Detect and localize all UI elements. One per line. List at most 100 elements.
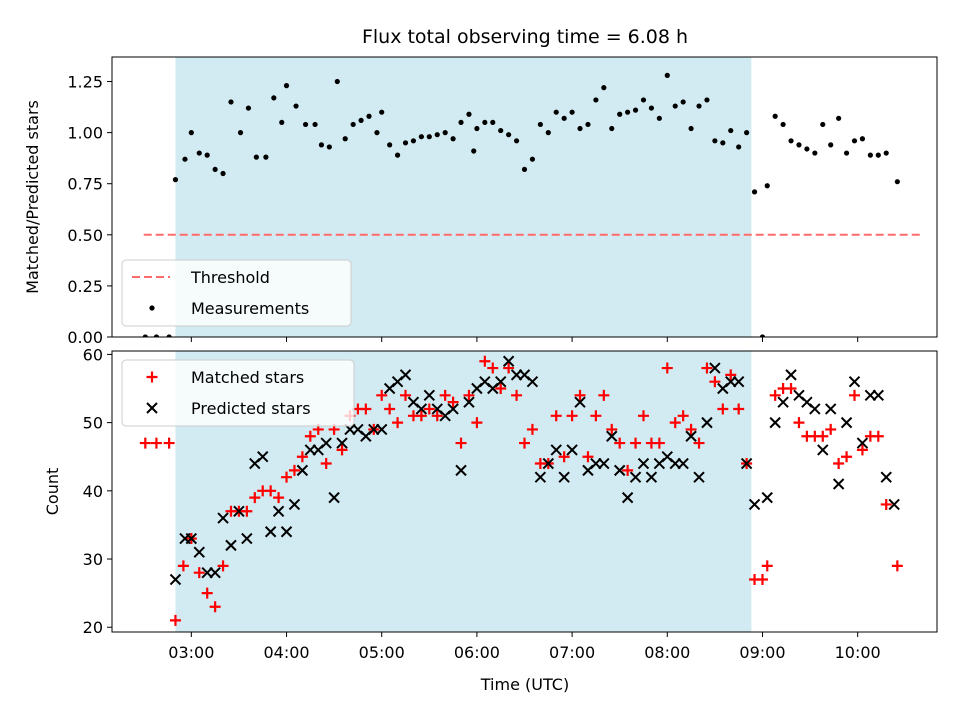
data-point — [253, 154, 259, 160]
data-point — [458, 119, 464, 126]
data-point — [358, 117, 364, 123]
data-point — [366, 113, 372, 119]
data-point — [169, 573, 182, 586]
data-point — [677, 457, 689, 470]
data-point — [271, 95, 277, 101]
data-point — [629, 471, 642, 483]
data-point — [769, 389, 781, 401]
data-point — [495, 383, 507, 395]
data-point — [733, 403, 745, 415]
data-point — [342, 136, 348, 142]
data-point — [748, 498, 761, 511]
x-tick-label: 08:00 — [644, 643, 690, 662]
data-point — [804, 146, 810, 152]
data-point — [598, 389, 610, 401]
data-point — [740, 457, 753, 470]
data-point — [293, 103, 299, 109]
data-point — [447, 396, 459, 408]
legend-label: Measurements — [191, 299, 309, 318]
data-point — [859, 136, 866, 142]
data-point — [328, 491, 340, 504]
data-point — [645, 471, 658, 483]
data-point — [732, 375, 745, 388]
data-point — [888, 498, 900, 511]
data-point — [736, 144, 742, 150]
data-point — [241, 532, 253, 545]
data-point — [336, 444, 348, 456]
data-point — [685, 423, 697, 435]
data-point — [296, 464, 309, 477]
x-tick-label: 03:00 — [168, 643, 214, 662]
y-tick-label: 1.25 — [67, 73, 103, 92]
data-point — [833, 458, 845, 470]
legend-box — [121, 359, 355, 427]
data-point — [312, 121, 318, 128]
data-point — [209, 601, 221, 613]
data-point — [796, 142, 802, 148]
x-tick-label: 07:00 — [549, 643, 595, 662]
data-point — [521, 166, 528, 173]
data-point — [526, 375, 539, 388]
data-point — [217, 560, 229, 572]
x-axis-label: Time (UTC) — [480, 675, 569, 694]
data-point — [204, 152, 210, 158]
data-point — [415, 410, 427, 422]
y-axis-label: Matched/Predicted stars — [23, 100, 42, 294]
data-point — [503, 362, 515, 374]
data-point — [415, 403, 428, 415]
data-point — [526, 423, 538, 435]
data-point — [384, 403, 396, 415]
data-point — [529, 156, 536, 162]
data-point — [598, 457, 610, 470]
data-point — [228, 99, 234, 105]
data-point — [744, 130, 750, 136]
data-point — [836, 115, 842, 121]
data-markers — [142, 72, 900, 337]
data-point — [490, 119, 496, 126]
data-point — [537, 121, 543, 128]
data-point — [621, 491, 634, 504]
data-point — [761, 560, 773, 572]
data-point — [849, 389, 860, 401]
data-point — [640, 97, 647, 103]
y-tick-label: 40 — [83, 482, 103, 501]
data-point — [188, 130, 194, 136]
data-point — [150, 437, 162, 449]
data-point — [318, 142, 325, 148]
data-point — [193, 567, 205, 579]
data-point — [257, 451, 269, 463]
legend-marker — [146, 402, 158, 414]
x-tick-label: 05:00 — [359, 643, 405, 662]
data-point — [376, 389, 388, 401]
data-point — [875, 152, 881, 158]
data-point — [704, 97, 710, 103]
data-point — [625, 109, 631, 115]
data-point — [609, 125, 615, 132]
data-point — [566, 410, 578, 422]
data-point — [426, 134, 432, 140]
data-point — [334, 78, 340, 85]
data-point — [482, 119, 488, 126]
y-tick-label: 0.25 — [67, 277, 103, 296]
data-point — [832, 478, 845, 490]
data-point — [471, 417, 483, 429]
data-point — [817, 444, 829, 456]
data-point — [241, 505, 253, 517]
data-point — [617, 111, 623, 117]
data-point — [812, 150, 818, 156]
count-panel: 20 30 40 50 60 03:00 04:00 05:00 06:00 07:00 08:00… — [43, 345, 938, 662]
legend-label: Matched stars — [191, 368, 304, 387]
data-point — [494, 375, 507, 388]
data-point — [680, 99, 686, 105]
data-point — [185, 532, 198, 545]
data-point — [637, 457, 650, 470]
data-point — [288, 498, 301, 511]
data-point — [511, 389, 523, 401]
legend-label: Threshold — [190, 268, 270, 287]
plot-frame — [111, 56, 938, 338]
data-point — [387, 142, 393, 148]
plot-frame — [111, 350, 938, 633]
data-point — [217, 512, 229, 524]
data-point — [410, 138, 417, 144]
data-point — [423, 403, 435, 415]
